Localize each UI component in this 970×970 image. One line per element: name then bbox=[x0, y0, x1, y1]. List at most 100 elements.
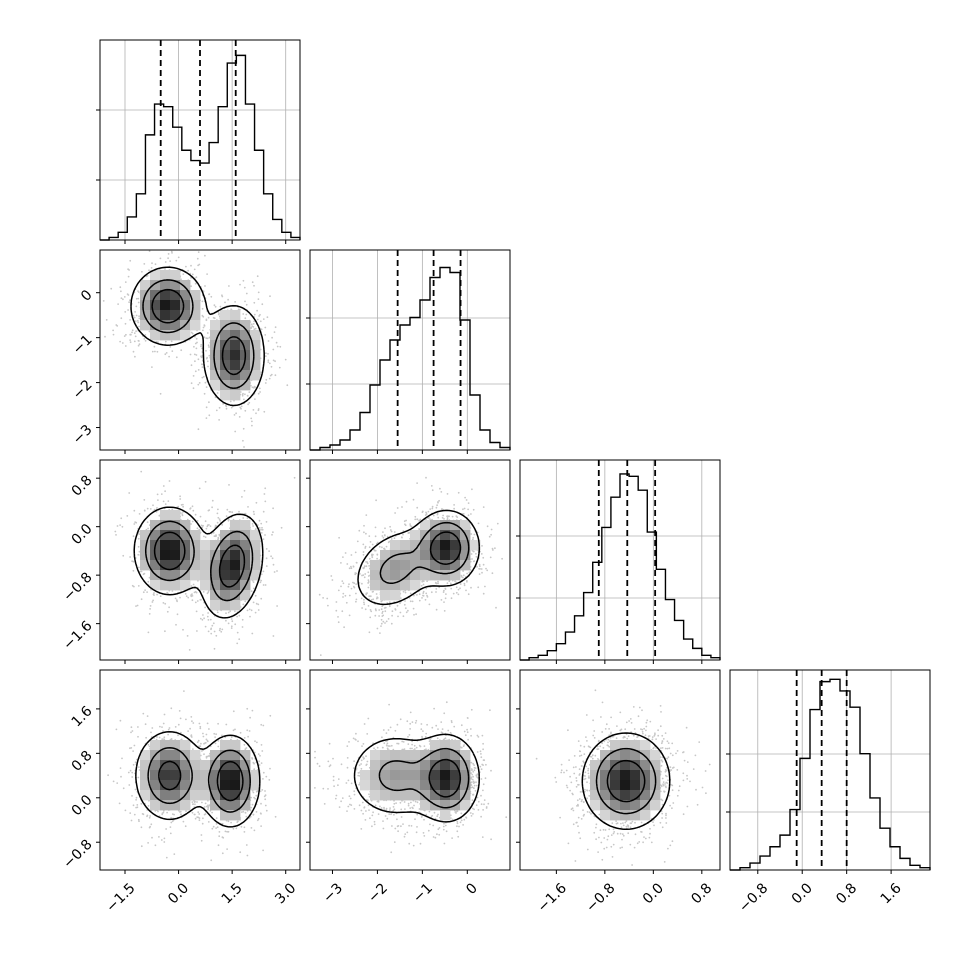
density-cell bbox=[190, 300, 201, 311]
density-cell bbox=[240, 370, 251, 381]
density-cell bbox=[450, 540, 461, 551]
density-cell bbox=[160, 760, 171, 771]
density-cell bbox=[240, 590, 251, 601]
density-cell bbox=[180, 280, 191, 291]
density-cell bbox=[230, 780, 241, 791]
density-cell bbox=[610, 780, 621, 791]
density-cell bbox=[250, 360, 261, 371]
density-cell bbox=[440, 740, 451, 751]
density-cell bbox=[240, 330, 251, 341]
contour-level-2 bbox=[379, 521, 470, 585]
density-cell bbox=[230, 800, 241, 811]
panel-content bbox=[318, 476, 504, 656]
contour-level-1 bbox=[353, 733, 480, 823]
y-tick-label: −2 bbox=[70, 377, 96, 403]
density-cell bbox=[190, 760, 201, 771]
density-cell bbox=[220, 780, 231, 791]
density-cell bbox=[220, 530, 231, 541]
density-cell bbox=[230, 750, 241, 761]
density-cell bbox=[410, 780, 421, 791]
x-tick-label: 0.0 bbox=[165, 880, 192, 907]
density-cell bbox=[370, 780, 381, 791]
contour-level-3 bbox=[429, 531, 462, 565]
density-cell bbox=[610, 770, 621, 781]
density-cell bbox=[150, 800, 161, 811]
y-tick-label: 0 bbox=[78, 287, 96, 305]
density-cell bbox=[420, 560, 431, 571]
density-cell bbox=[370, 790, 381, 801]
density-cell bbox=[430, 790, 441, 801]
panel-frame bbox=[99, 669, 301, 871]
density-cell bbox=[440, 780, 451, 791]
density-cell bbox=[210, 590, 221, 601]
panel-frame bbox=[519, 669, 721, 871]
density-cell bbox=[190, 310, 201, 321]
histogram-panel-4 bbox=[726, 669, 931, 874]
contour-level-2 bbox=[595, 747, 657, 815]
density-cell bbox=[250, 370, 261, 381]
density-cell bbox=[610, 740, 621, 751]
density-cell bbox=[440, 540, 451, 551]
density-cell bbox=[140, 760, 151, 771]
y-tick-label: 0.0 bbox=[69, 792, 96, 819]
density-cell bbox=[400, 750, 411, 761]
density-cell bbox=[170, 560, 181, 571]
density-cell bbox=[150, 780, 161, 791]
density-cell bbox=[440, 560, 451, 571]
density-cell bbox=[240, 800, 251, 811]
density-cell bbox=[200, 760, 211, 771]
density-cell bbox=[390, 590, 401, 601]
density-cell bbox=[170, 300, 181, 311]
density-cell bbox=[160, 310, 171, 321]
density-cell bbox=[410, 570, 421, 581]
density-cell bbox=[240, 320, 251, 331]
density-cell bbox=[460, 760, 471, 771]
density-cell bbox=[410, 530, 421, 541]
density-cell bbox=[190, 750, 201, 761]
density-cell bbox=[430, 530, 441, 541]
density-cell bbox=[630, 800, 641, 811]
density-cell bbox=[640, 760, 651, 771]
density-cell bbox=[440, 550, 451, 561]
density-cell bbox=[220, 810, 231, 821]
y-tick-label: 0.0 bbox=[69, 521, 96, 548]
contour-level-3 bbox=[151, 288, 247, 376]
density-cell bbox=[240, 760, 251, 771]
density-cell bbox=[240, 560, 251, 571]
density-cell bbox=[180, 760, 191, 771]
density-cell bbox=[390, 570, 401, 581]
density-cell bbox=[140, 780, 151, 791]
density-cell bbox=[380, 580, 391, 591]
density-cell bbox=[640, 790, 651, 801]
panel-content bbox=[114, 470, 296, 660]
density-cell bbox=[230, 600, 241, 611]
density-cell bbox=[220, 320, 231, 331]
density-cell bbox=[640, 810, 651, 821]
density-cell bbox=[190, 770, 201, 781]
density-cell bbox=[430, 560, 441, 571]
density-cell bbox=[220, 590, 231, 601]
contour-level-2 bbox=[144, 520, 254, 602]
density-cell bbox=[160, 280, 171, 291]
density-cell bbox=[240, 340, 251, 351]
density-cell bbox=[200, 560, 211, 571]
density-cell bbox=[200, 580, 211, 591]
density-cell bbox=[190, 540, 201, 551]
density-cell bbox=[170, 540, 181, 551]
density-cell bbox=[600, 810, 611, 821]
density-cell bbox=[140, 280, 151, 291]
density-cell bbox=[150, 330, 161, 341]
contour-level-3 bbox=[428, 758, 462, 798]
density-cell bbox=[170, 330, 181, 341]
histogram-series bbox=[520, 473, 721, 661]
density-cell bbox=[410, 580, 421, 591]
density-cell bbox=[650, 750, 661, 761]
density-cell bbox=[250, 550, 261, 561]
density-cell bbox=[620, 770, 631, 781]
density-cell bbox=[170, 780, 181, 791]
density-cell bbox=[210, 330, 221, 341]
contour-level-3 bbox=[606, 759, 646, 803]
density-cell bbox=[230, 530, 241, 541]
density-cell bbox=[210, 570, 221, 581]
density-cell bbox=[230, 580, 241, 591]
